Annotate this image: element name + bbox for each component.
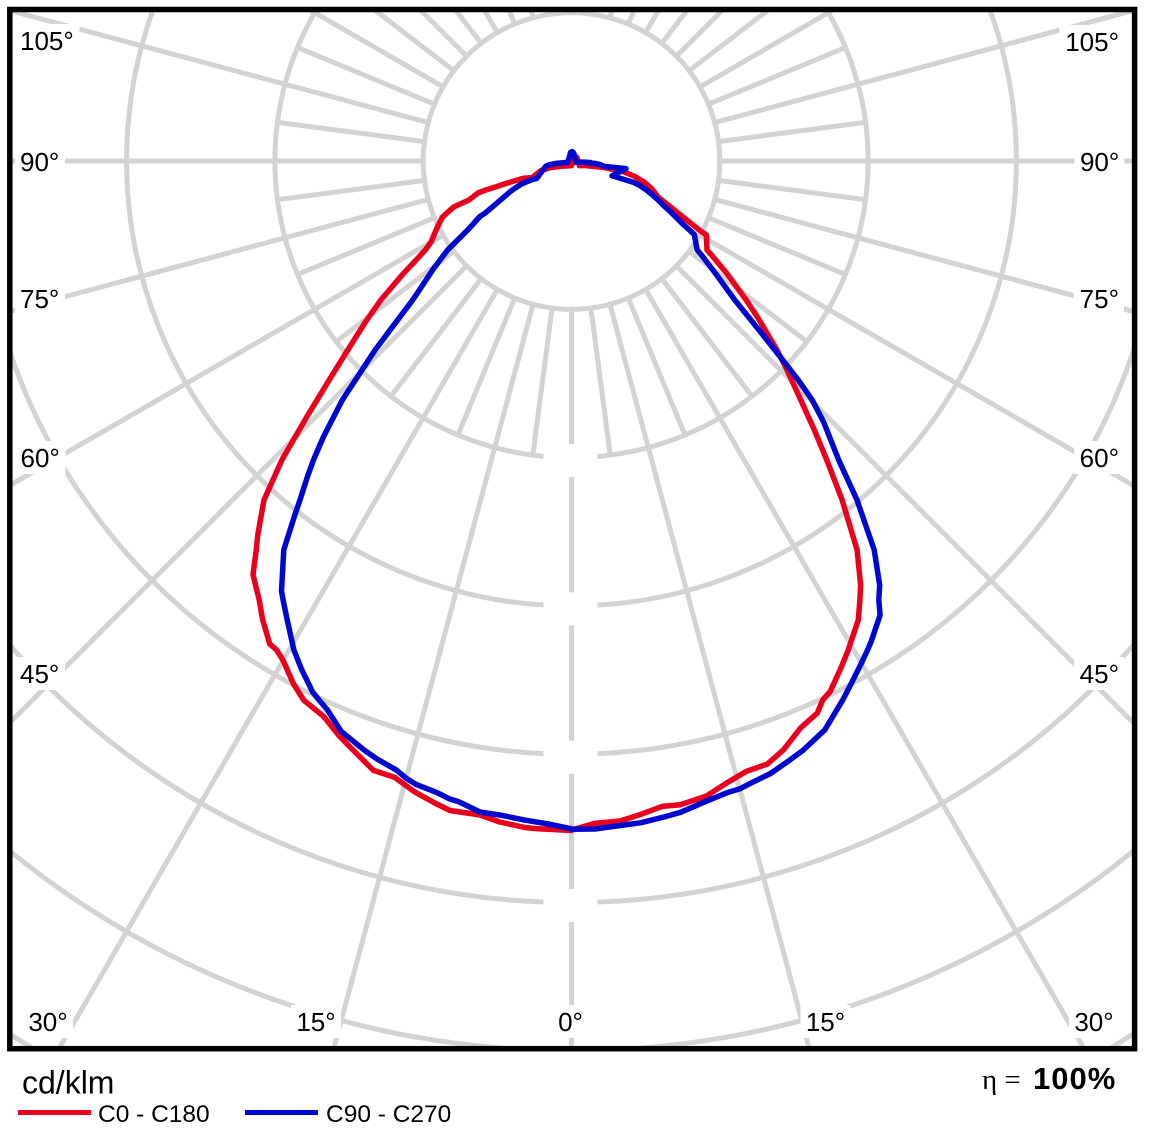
svg-text:C0 - C180: C0 - C180 — [98, 1101, 210, 1128]
svg-text:45°: 45° — [20, 659, 59, 689]
svg-text:15°: 15° — [296, 1007, 335, 1037]
svg-text:75°: 75° — [20, 284, 59, 314]
svg-text:60°: 60° — [1080, 443, 1119, 473]
svg-text:0°: 0° — [558, 1007, 583, 1037]
svg-text:30°: 30° — [28, 1007, 67, 1037]
svg-text:90°: 90° — [1080, 147, 1119, 177]
svg-text:100%: 100% — [1033, 1061, 1116, 1096]
svg-text:C90 - C270: C90 - C270 — [326, 1101, 451, 1128]
svg-text:η =: η = — [982, 1064, 1021, 1096]
svg-text:60°: 60° — [21, 443, 60, 473]
svg-text:45°: 45° — [1080, 659, 1119, 689]
svg-text:75°: 75° — [1080, 284, 1119, 314]
svg-text:cd/klm: cd/klm — [22, 1065, 114, 1101]
svg-text:105°: 105° — [20, 26, 74, 56]
svg-text:105°: 105° — [1065, 27, 1119, 57]
svg-text:15°: 15° — [806, 1007, 845, 1037]
svg-text:90°: 90° — [20, 147, 59, 177]
svg-text:30°: 30° — [1074, 1007, 1113, 1037]
